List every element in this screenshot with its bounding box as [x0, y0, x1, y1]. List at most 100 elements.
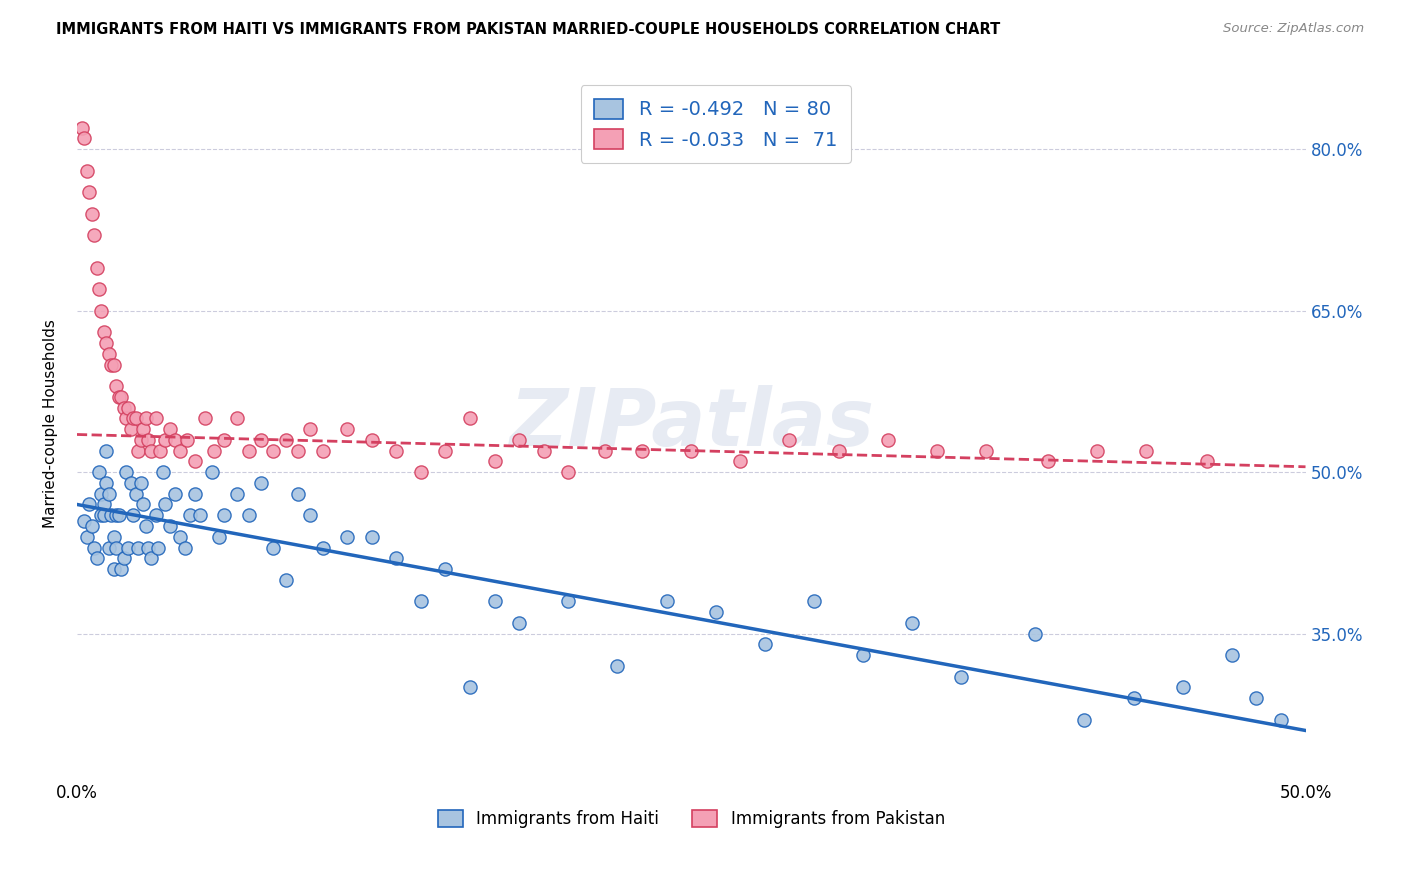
- Point: [93, 325, 115, 339]
- Point: [87, 282, 110, 296]
- Point: [754, 637, 776, 651]
- Point: [1171, 681, 1194, 695]
- Point: [105, 379, 128, 393]
- Point: [262, 541, 284, 555]
- Point: [827, 443, 849, 458]
- Point: [311, 541, 333, 555]
- Point: [533, 443, 555, 458]
- Point: [159, 519, 181, 533]
- Point: [188, 508, 211, 523]
- Point: [1085, 443, 1108, 458]
- Point: [704, 605, 727, 619]
- Text: IMMIGRANTS FROM HAITI VS IMMIGRANTS FROM PAKISTAN MARRIED-COUPLE HOUSEHOLDS CORR: IMMIGRANTS FROM HAITI VS IMMIGRANTS FROM…: [56, 22, 1001, 37]
- Point: [606, 659, 628, 673]
- Point: [1036, 454, 1059, 468]
- Point: [360, 530, 382, 544]
- Point: [336, 530, 359, 544]
- Point: [76, 530, 98, 544]
- Point: [165, 433, 187, 447]
- Point: [169, 530, 191, 544]
- Point: [165, 486, 187, 500]
- Point: [96, 475, 118, 490]
- Point: [409, 465, 432, 479]
- Point: [434, 562, 457, 576]
- Point: [194, 411, 217, 425]
- Point: [120, 422, 142, 436]
- Point: [901, 615, 924, 630]
- Point: [287, 486, 309, 500]
- Point: [655, 594, 678, 608]
- Point: [176, 433, 198, 447]
- Point: [250, 433, 273, 447]
- Point: [1135, 443, 1157, 458]
- Point: [409, 594, 432, 608]
- Point: [125, 411, 148, 425]
- Point: [117, 541, 139, 555]
- Point: [149, 443, 172, 458]
- Point: [129, 475, 152, 490]
- Point: [139, 551, 162, 566]
- Point: [87, 465, 110, 479]
- Point: [250, 475, 273, 490]
- Point: [179, 508, 201, 523]
- Text: ZIPatlas: ZIPatlas: [509, 384, 873, 463]
- Point: [169, 443, 191, 458]
- Point: [274, 433, 297, 447]
- Point: [155, 498, 177, 512]
- Point: [508, 615, 530, 630]
- Point: [100, 358, 122, 372]
- Point: [122, 508, 145, 523]
- Point: [80, 207, 103, 221]
- Point: [105, 541, 128, 555]
- Point: [155, 433, 177, 447]
- Point: [115, 465, 138, 479]
- Point: [1270, 713, 1292, 727]
- Point: [107, 390, 129, 404]
- Point: [146, 541, 169, 555]
- Point: [434, 443, 457, 458]
- Point: [135, 411, 157, 425]
- Point: [299, 508, 322, 523]
- Point: [132, 498, 155, 512]
- Point: [385, 551, 408, 566]
- Point: [681, 443, 703, 458]
- Point: [274, 573, 297, 587]
- Point: [225, 486, 247, 500]
- Point: [1122, 691, 1144, 706]
- Point: [730, 454, 752, 468]
- Point: [803, 594, 825, 608]
- Point: [97, 347, 120, 361]
- Point: [100, 508, 122, 523]
- Point: [631, 443, 654, 458]
- Point: [336, 422, 359, 436]
- Point: [484, 594, 506, 608]
- Point: [208, 530, 231, 544]
- Point: [159, 422, 181, 436]
- Point: [120, 475, 142, 490]
- Point: [96, 443, 118, 458]
- Point: [484, 454, 506, 468]
- Point: [110, 390, 132, 404]
- Point: [152, 465, 174, 479]
- Point: [214, 508, 236, 523]
- Point: [557, 594, 579, 608]
- Point: [77, 186, 100, 200]
- Point: [214, 433, 236, 447]
- Point: [90, 508, 112, 523]
- Legend: Immigrants from Haiti, Immigrants from Pakistan: Immigrants from Haiti, Immigrants from P…: [432, 803, 952, 835]
- Point: [950, 670, 973, 684]
- Point: [117, 401, 139, 415]
- Point: [73, 131, 96, 145]
- Point: [238, 443, 260, 458]
- Point: [557, 465, 579, 479]
- Point: [360, 433, 382, 447]
- Point: [107, 508, 129, 523]
- Point: [287, 443, 309, 458]
- Point: [1220, 648, 1243, 662]
- Point: [1197, 454, 1219, 468]
- Point: [122, 411, 145, 425]
- Point: [103, 358, 125, 372]
- Point: [86, 551, 108, 566]
- Point: [86, 260, 108, 275]
- Point: [125, 486, 148, 500]
